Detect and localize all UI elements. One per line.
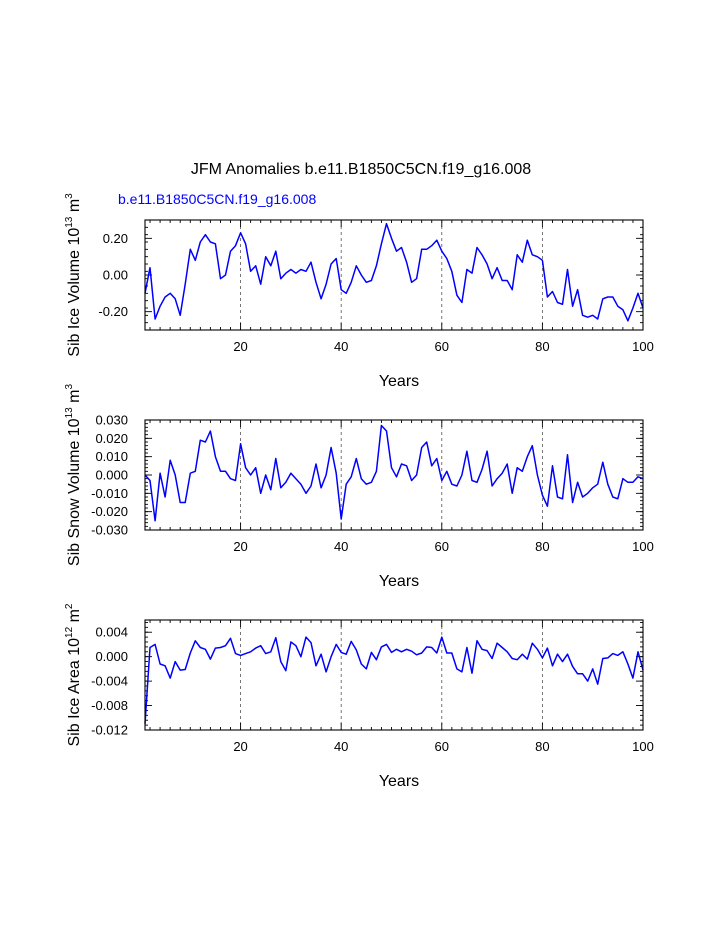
y-tick-label: 0.000 (95, 649, 128, 664)
y-axis-label: Sib Ice Volume 1013 m3 (64, 193, 83, 357)
plot-frame (144, 619, 644, 731)
x-tick-label: 80 (535, 739, 549, 754)
x-tick-label: 40 (334, 739, 348, 754)
plot-frame (144, 419, 644, 531)
y-tick-label: 0.020 (95, 431, 128, 446)
x-tick-label: 20 (233, 739, 247, 754)
y-tick-label: -0.004 (91, 674, 128, 689)
y-axis-label-part: m (66, 390, 83, 408)
y-axis-label-exponent: 13 (64, 407, 75, 419)
panel-ice-volume: 20 40 60 80 100 -0.20 0.00 0.20 Years Sib Ice Vol… (64, 193, 654, 390)
y-axis-label-part: Sib Ice Area 10 (66, 638, 83, 747)
y-tick-label: -0.20 (98, 304, 128, 319)
y-tick-label: 0.010 (95, 449, 128, 464)
x-axis-label: Years (379, 373, 419, 390)
y-tick-label: -0.010 (91, 486, 128, 501)
y-tick-label: -0.008 (91, 698, 128, 713)
x-tick-label: 100 (632, 539, 654, 554)
y-axis-label-part: m (66, 609, 83, 627)
y-tick-label: -0.012 (91, 723, 128, 738)
x-tick-label: 60 (435, 539, 449, 554)
y-tick-label: 0.004 (95, 625, 128, 640)
y-axis-label-exponent: 2 (64, 603, 75, 609)
x-axis-label: Years (379, 773, 419, 790)
x-tick-label: 20 (233, 339, 247, 354)
y-tick-label: 0.000 (95, 468, 128, 483)
y-axis-label-part: Sib Snow Volume 10 (66, 418, 83, 566)
y-tick-label: -0.030 (91, 523, 128, 538)
y-tick-label: -0.020 (91, 504, 128, 519)
x-tick-label: 60 (435, 339, 449, 354)
case-label: b.e11.B1850C5CN.f19_g16.008 (118, 191, 316, 207)
x-tick-label: 40 (334, 539, 348, 554)
y-tick-label: 0.00 (103, 268, 128, 283)
y-axis-label: Sib Ice Area 1012 m2 (64, 603, 83, 746)
x-tick-label: 80 (535, 539, 549, 554)
y-axis-label-part: m (66, 199, 83, 217)
series-line-snow-volume (144, 424, 644, 522)
y-axis-label: Sib Snow Volume 1013 m3 (64, 384, 83, 567)
x-tick-label: 40 (334, 339, 348, 354)
x-tick-label: 100 (632, 739, 654, 754)
y-axis-label-exponent: 12 (64, 626, 75, 638)
panel-snow-volume: 20 40 60 80 100 -0.030 -0.020 -0.010 0.000 0.010 0… (64, 384, 654, 591)
y-axis-label-exponent: 3 (64, 193, 75, 199)
series-line-ice-volume (144, 222, 644, 322)
x-axis-label: Years (379, 573, 419, 590)
plot-frame (144, 219, 644, 331)
series-line-ice-area (144, 636, 644, 724)
y-axis-label-part: Sib Ice Volume 10 (66, 228, 83, 357)
x-tick-label: 100 (632, 339, 654, 354)
y-axis-label-exponent: 13 (64, 216, 75, 228)
y-tick-label: 0.030 (95, 413, 128, 428)
panel-ice-area: 20 40 60 80 100 -0.012 -0.008 -0.004 0.000 0.004 Y… (64, 603, 654, 790)
y-axis-label-exponent: 3 (64, 384, 75, 390)
x-tick-label: 60 (435, 739, 449, 754)
x-tick-label: 20 (233, 539, 247, 554)
figure-title: JFM Anomalies b.e11.B1850C5CN.f19_g16.00… (191, 161, 531, 178)
x-tick-label: 80 (535, 339, 549, 354)
y-tick-label: 0.20 (103, 231, 128, 246)
